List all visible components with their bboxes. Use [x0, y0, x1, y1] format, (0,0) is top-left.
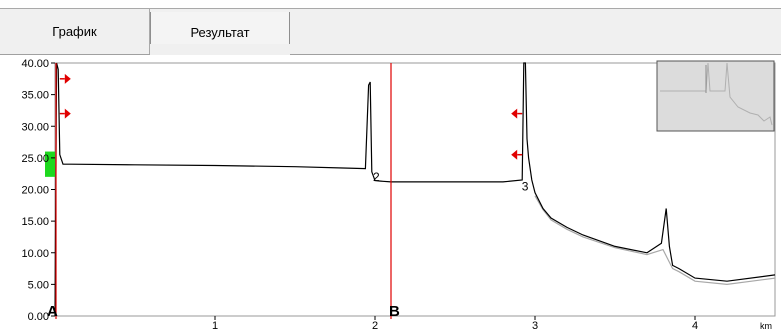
arrow-marker-group[interactable] [59, 73, 523, 160]
otdr-trace-chart[interactable]: 0.00 5.00 10.00 15.00 20.00 25.00 30.00 35.00 40… [0, 55, 781, 330]
tab-graph-label: График [52, 24, 97, 39]
x-tick-label: 2 [372, 320, 378, 330]
y-tick-label: 10.00 [21, 248, 49, 260]
arrow-right-icon[interactable] [64, 73, 71, 84]
y-tick-label: 15.00 [21, 216, 49, 228]
y-tick-label: 5.00 [28, 279, 49, 291]
trace-group [54, 62, 776, 317]
x-unit-label: km [760, 321, 772, 330]
arrow-right-icon[interactable] [64, 108, 71, 119]
y-tick-label: 40.00 [21, 58, 49, 70]
top-border [0, 8, 781, 9]
event-number-label: 2 [373, 170, 380, 184]
y-tick-label: 20.00 [21, 185, 49, 197]
y-tick-label: 35.00 [21, 90, 49, 102]
y-tick-label: 25.00 [21, 153, 49, 165]
cursor-b-label: B [389, 303, 400, 320]
overview-frame[interactable] [656, 60, 775, 132]
plot-area[interactable] [54, 62, 776, 317]
y-tick-label: 0.00 [28, 311, 49, 323]
tab-result-label: Результат [190, 25, 250, 40]
level-indicator[interactable] [45, 151, 55, 177]
trace-line [534, 195, 776, 286]
trace-line [54, 62, 776, 317]
x-tick-label: 4 [692, 320, 698, 330]
event-number-label: 3 [522, 179, 529, 193]
arrow-left-icon[interactable] [511, 149, 518, 160]
event-group: 23 [373, 170, 529, 193]
tab-bar: График Результат [0, 9, 781, 55]
overview-thumbnail[interactable] [656, 60, 775, 132]
x-tick-label: 3 [532, 320, 538, 330]
overview-trace [660, 62, 773, 126]
x-tick-label: 1 [212, 320, 218, 330]
arrow-left-icon[interactable] [511, 108, 518, 119]
tab-graph[interactable]: График [0, 9, 150, 54]
tab-result[interactable]: Результат [150, 12, 290, 55]
cursor-a-label: A [47, 303, 58, 320]
x-axis: 1 2 3 4 [212, 316, 698, 330]
y-tick-label: 30.00 [21, 121, 49, 133]
y-axis: 0.00 5.00 10.00 15.00 20.00 25.00 30.00 35.00 40… [21, 58, 55, 323]
